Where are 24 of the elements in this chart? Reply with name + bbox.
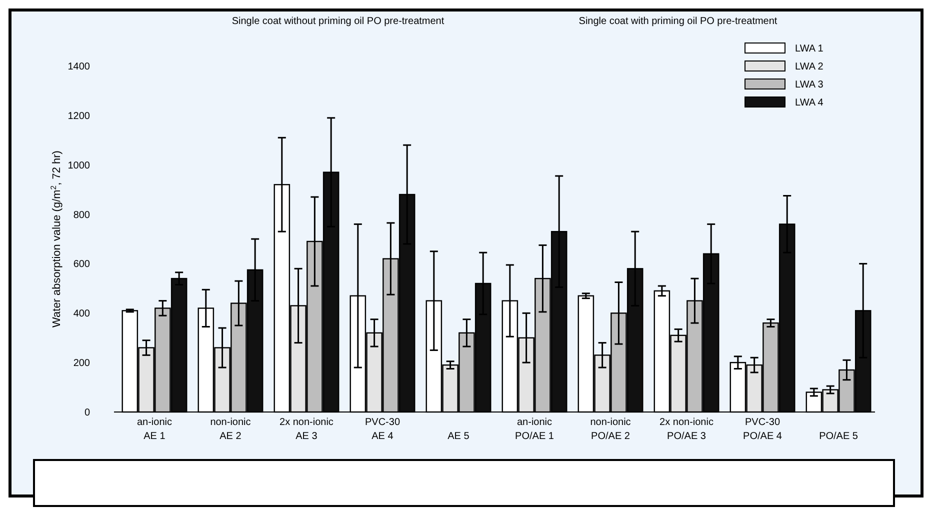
y-tick-label: 0 [84, 408, 90, 418]
legend-label: LWA 2 [795, 62, 824, 72]
y-tick-label: 1200 [68, 110, 90, 122]
x-tick-label: 2x non-ionic AE 3 [280, 417, 334, 442]
text: Single coat without priming oil PO pre-treatment [232, 16, 444, 27]
y-tick-label: 200 [73, 358, 90, 370]
y-tick-label: 600 [73, 259, 90, 270]
y-tick-label: 1000 [68, 160, 90, 172]
x-tick-label: non-ionic AE 2 [210, 417, 251, 442]
x-tick-label: AE 5 [448, 431, 470, 442]
y-tick-label: 800 [73, 210, 90, 221]
legend-label: LWA 1 [795, 44, 824, 54]
y-tick-label: 1400 [68, 62, 90, 72]
x-tick-label: PO/AE 5 [819, 431, 858, 442]
x-tick-label: 2x non-ionic PO/AE 3 [660, 417, 714, 442]
legend-label: LWA 3 [795, 80, 824, 90]
legend-label: LWA 4 [795, 98, 824, 108]
text: Single coat with priming oil PO pre-treatment [578, 16, 778, 27]
x-tick-label: PVC-30 AE 4 [364, 417, 400, 442]
x-tick-label: PVC-30 PO/AE 4 [743, 417, 782, 442]
x-tick-label: non-ionic PO/AE 2 [590, 417, 631, 442]
x-tick-label: an-ionic PO/AE 1 [515, 417, 554, 442]
x-tick-label: an-ionic AE 1 [136, 417, 172, 442]
y-tick-label: 400 [73, 308, 90, 320]
